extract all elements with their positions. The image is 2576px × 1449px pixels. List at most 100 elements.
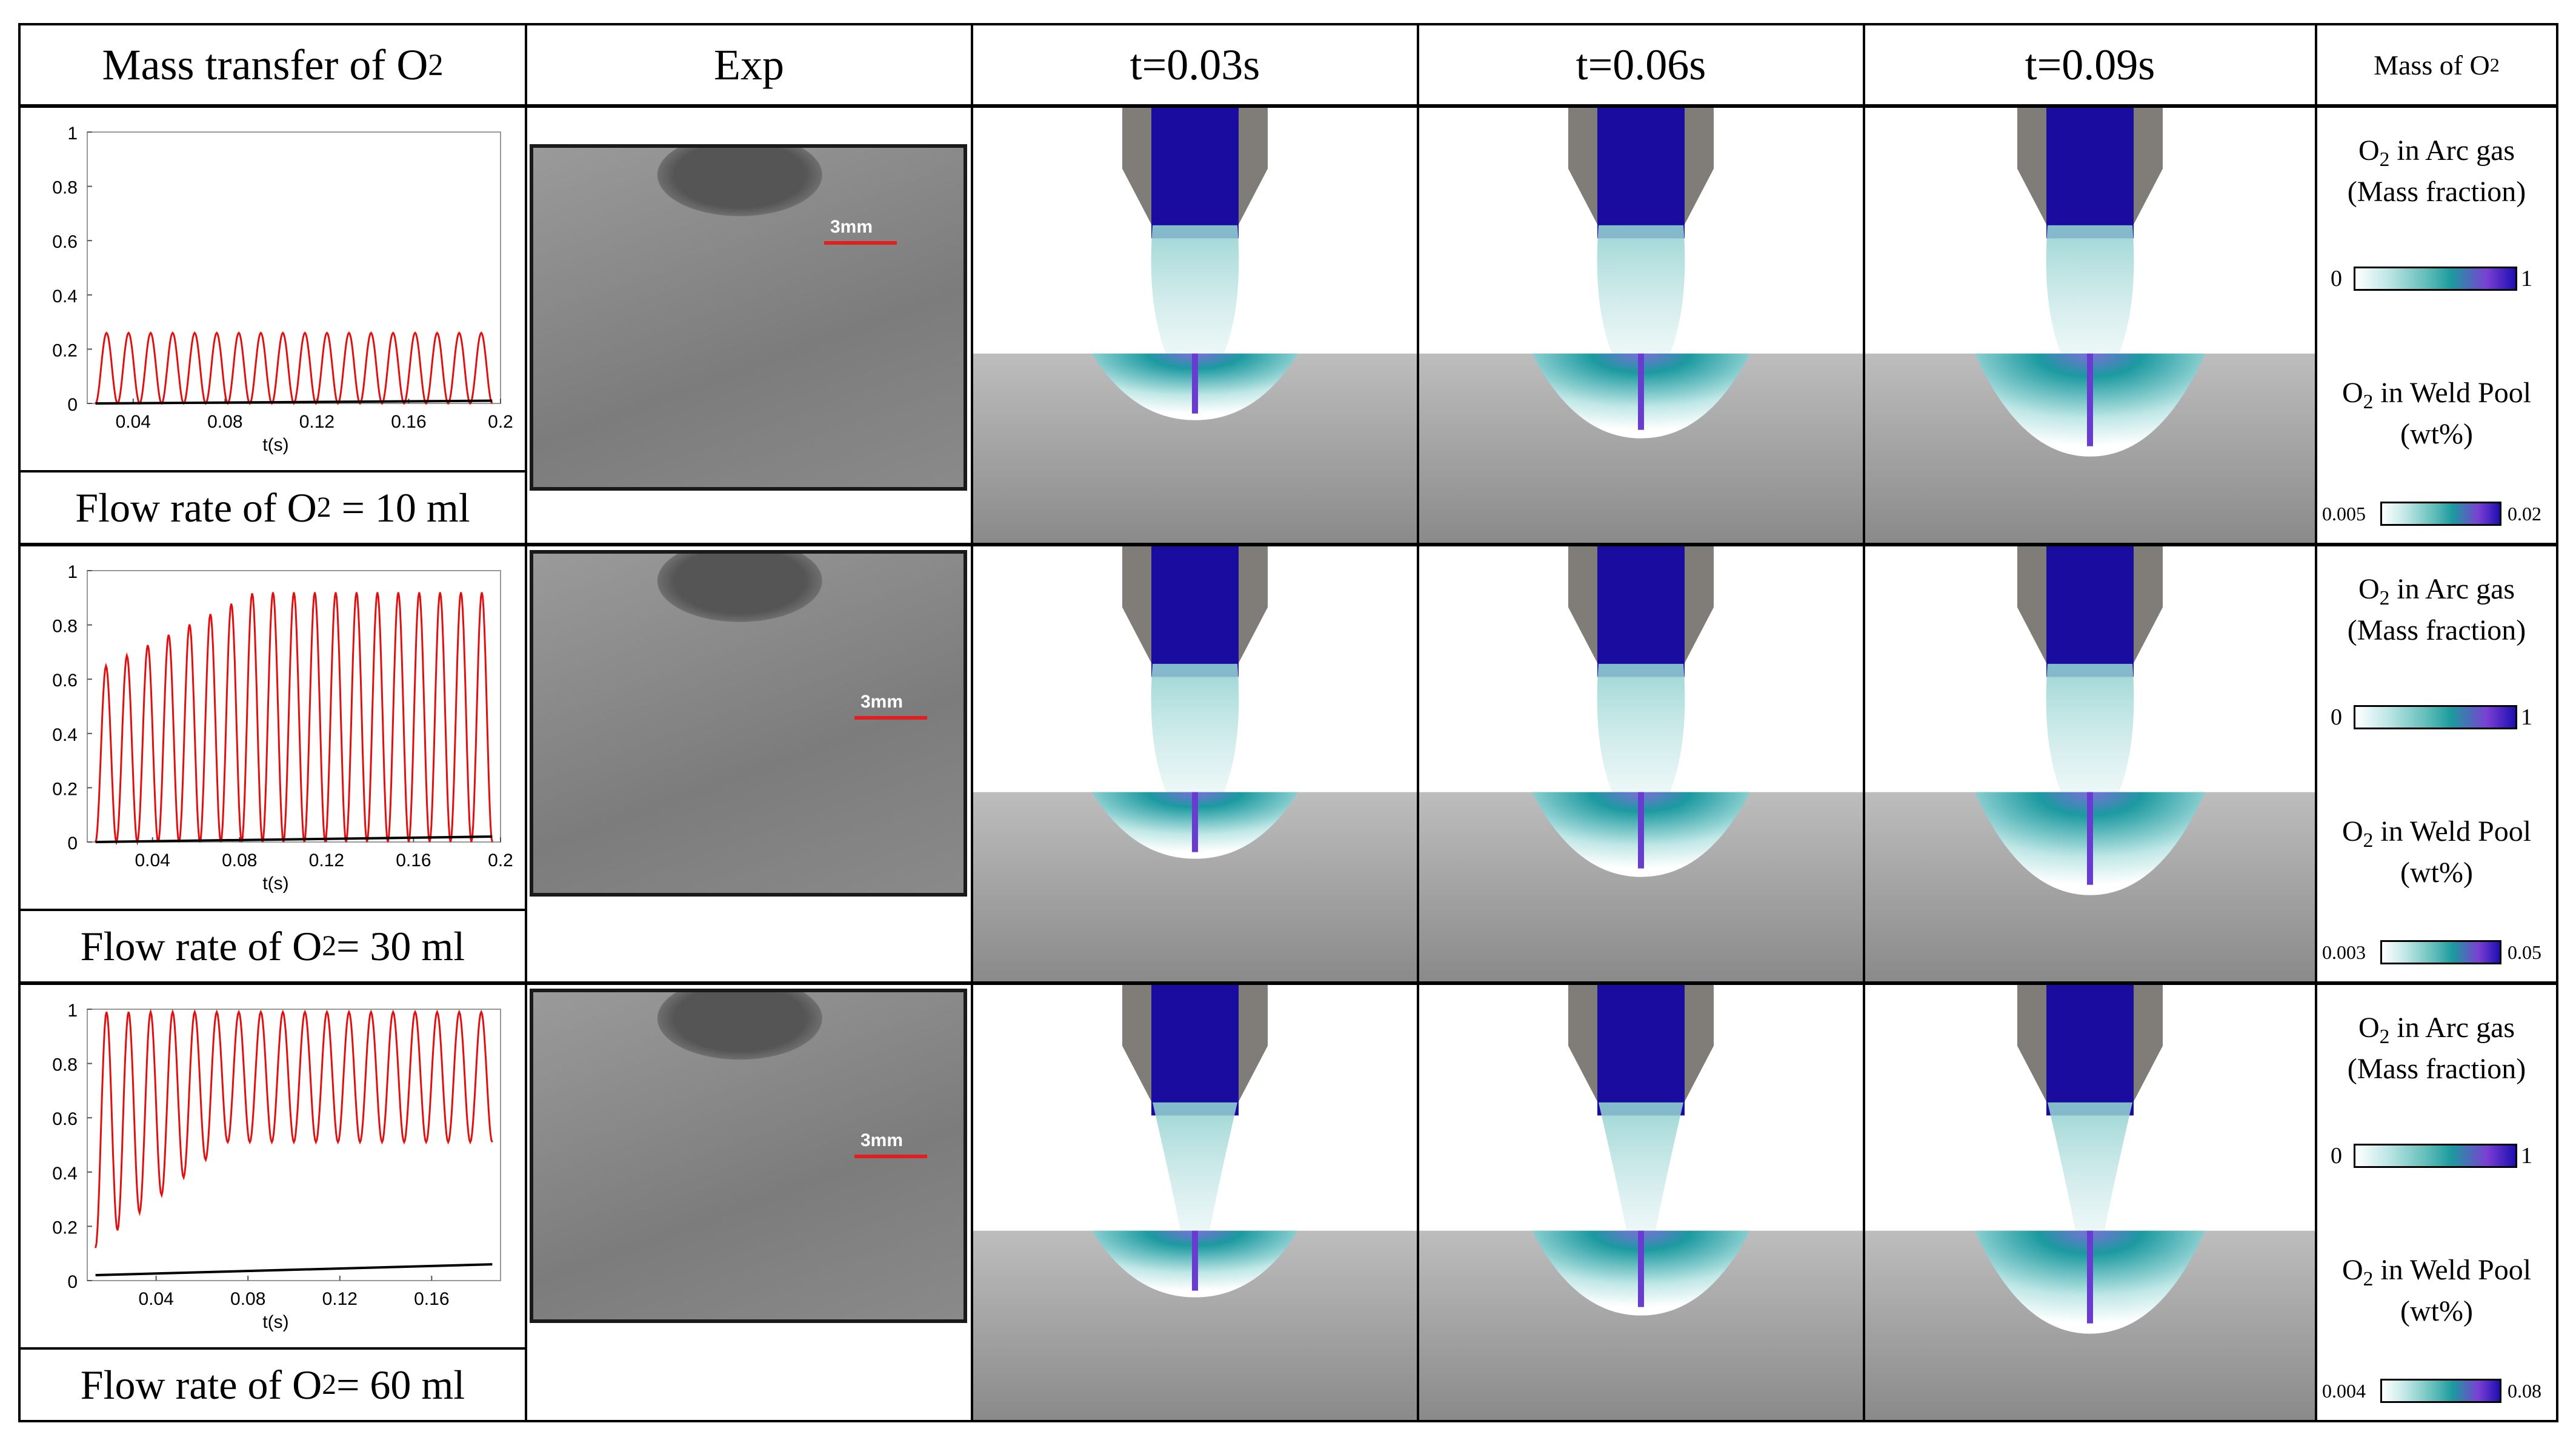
x-tick-label: 0.04 [138, 1289, 173, 1309]
scale-bar [854, 716, 927, 720]
simulation-panel [1863, 983, 2317, 1422]
chart-cell: 0 0.2 0.4 0.6 0.8 1 0.04 0.08 0.12 0.16 0.2 t(s) [18, 544, 527, 911]
plot-frame [87, 1009, 501, 1281]
mass-transfer-chart: 0 0.2 0.4 0.6 0.8 1 0.04 0.08 0.12 0.16 t(s) [52, 1001, 501, 1332]
header-exp-text: Exp [714, 40, 784, 89]
arc-plume [1153, 1102, 1237, 1231]
flow-rate-prefix: Flow rate of O [80, 1361, 322, 1408]
x-tick-label: 0.12 [309, 850, 344, 870]
pool-label-unit: (wt%) [2400, 417, 2473, 450]
y-tick-label: 0.4 [52, 725, 78, 745]
arc-gas-legend-title: O2 in Arc gas (Mass fraction) [2317, 1009, 2556, 1088]
arc-gas-channel [1597, 108, 1685, 239]
legend-cell: O2 in Arc gas (Mass fraction) 0 1 O2 in Weld… [2315, 105, 2558, 545]
simulation-panel [971, 983, 1419, 1422]
x-tick-label: 0.12 [299, 412, 334, 432]
pool-label-o: O [2341, 377, 2363, 409]
simulation-svg [1419, 546, 1863, 981]
mass-transfer-chart: 0 0.2 0.4 0.6 0.8 1 0.04 0.08 0.12 0.16 0.2 t(s) [52, 124, 513, 455]
y-tick-label: 0.8 [52, 1055, 78, 1075]
plot-frame [87, 131, 501, 404]
experiment-photo [530, 144, 967, 491]
pool-colorbar-max: 0.02 [2508, 503, 2541, 525]
arc-colorbar [2354, 1144, 2517, 1168]
pool-colorbar-min: 0.003 [2322, 941, 2366, 963]
simulation-svg [1865, 546, 2315, 981]
y-tick-label: 0.6 [52, 232, 78, 252]
arc-gas-legend-title: O2 in Arc gas (Mass fraction) [2317, 571, 2556, 649]
x-tick-label: 0.16 [414, 1289, 449, 1309]
arc-gas-channel [1597, 546, 1685, 677]
x-tick-label: 0.16 [391, 412, 426, 432]
legend-cell: O2 in Arc gas (Mass fraction) 0 1 O2 in Weld… [2315, 983, 2558, 1422]
y-tick-label: 0 [67, 395, 78, 415]
arc-gas-channel [2046, 985, 2134, 1116]
y-tick-label: 0.8 [52, 178, 78, 198]
scale-bar [854, 1155, 927, 1158]
scale-bar [824, 241, 897, 245]
flow-rate-value: = 60 ml [336, 1361, 465, 1408]
simulation-panel [1417, 105, 1865, 545]
pool-colorbar-max: 0.05 [2508, 941, 2541, 963]
series-red-line [95, 1008, 493, 1248]
y-tick-label: 0.2 [52, 779, 78, 799]
simulation-panel [971, 544, 1419, 984]
pool-label-rest: in Weld Pool [2373, 815, 2532, 847]
simulation-svg [973, 108, 1417, 543]
arc-gas-channel [1151, 985, 1239, 1116]
simulation-svg [973, 546, 1417, 981]
arc-label-rest: in Arc gas [2389, 573, 2515, 605]
simulation-panel [1417, 544, 1865, 984]
pool-colorbar-min: 0.004 [2322, 1380, 2366, 1402]
flow-rate-label: Flow rate of O 2 = 60 ml [18, 1347, 527, 1422]
flow-rate-label: Flow rate of O 2 = 30 ml [18, 909, 527, 984]
arc-colorbar-min: 0 [2331, 705, 2342, 730]
simulation-panel [1417, 983, 1865, 1422]
arc-gas-legend-title: O2 in Arc gas (Mass fraction) [2317, 132, 2556, 211]
arc-colorbar [2354, 705, 2517, 729]
arc-colorbar-max: 1 [2521, 266, 2532, 291]
arc-plume [1597, 225, 1685, 354]
header-t009: t=0.09s [1863, 23, 2317, 107]
arc-label-o: O [2358, 573, 2380, 605]
x-tick-label: 0.16 [396, 850, 431, 870]
x-tick-label: 0.2 [488, 412, 513, 432]
y-tick-label: 0.6 [52, 1109, 78, 1129]
header-mass-of-o2-text: Mass of O [2374, 49, 2490, 81]
chart-cell: 0 0.2 0.4 0.6 0.8 1 0.04 0.08 0.12 0.16 t(s) [18, 983, 527, 1350]
arc-label-rest: in Arc gas [2389, 1012, 2515, 1044]
arc-plume [1151, 225, 1239, 354]
mass-transfer-chart: 0 0.2 0.4 0.6 0.8 1 0.04 0.08 0.12 0.16 0.2 t(s) [52, 562, 513, 894]
arc-colorbar-max: 1 [2521, 705, 2532, 730]
x-axis-label: t(s) [262, 435, 288, 455]
x-axis-label: t(s) [262, 1312, 288, 1332]
x-tick-label: 0.12 [322, 1289, 358, 1309]
y-tick-label: 0 [67, 1272, 78, 1292]
arc-gas-channel [2046, 108, 2134, 239]
y-tick-label: 0.6 [52, 671, 78, 691]
x-tick-label: 0.04 [135, 850, 170, 870]
pool-label-sub: 2 [2363, 829, 2374, 852]
header-t009-text: t=0.09s [2025, 40, 2155, 89]
arc-plume [1597, 663, 1685, 792]
simulation-svg [1419, 108, 1863, 543]
arc-plume [1599, 1102, 1683, 1231]
pool-label-sub: 2 [2363, 391, 2374, 414]
exp-cell: 3mm [525, 983, 973, 1422]
x-tick-label: 0.04 [116, 412, 151, 432]
flow-rate-prefix: Flow rate of O [80, 923, 322, 969]
exp-cell: 3mm [525, 105, 973, 545]
arc-label-sub: 2 [2379, 148, 2390, 171]
series-black-line [95, 1263, 493, 1277]
series-red-line [95, 592, 493, 846]
scale-bar-label: 3mm [830, 217, 873, 237]
experiment-photo [530, 550, 967, 897]
x-tick-label: 0.08 [207, 412, 242, 432]
header-t006: t=0.06s [1417, 23, 1865, 107]
x-tick-label: 0.08 [222, 850, 257, 870]
arc-plume [2048, 1102, 2132, 1231]
arc-gas-channel [1151, 108, 1239, 239]
scale-bar-label: 3mm [860, 692, 904, 712]
